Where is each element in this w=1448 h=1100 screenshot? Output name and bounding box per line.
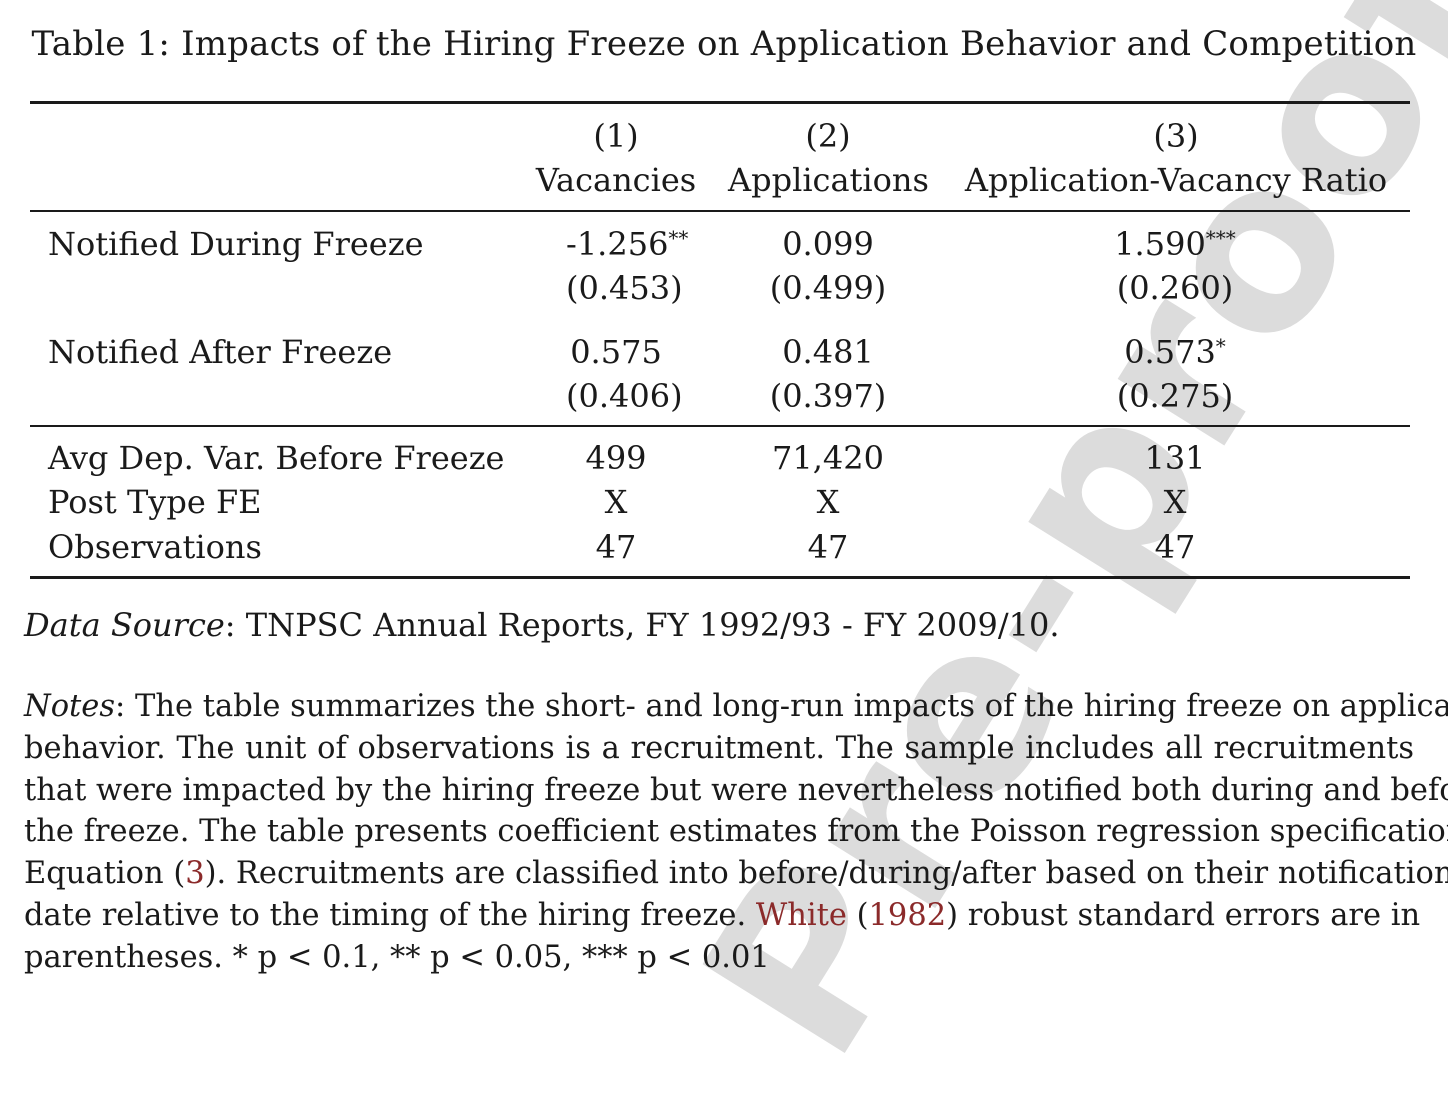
row-label-after: Notified After Freeze xyxy=(48,333,393,371)
notes-line-2: behavior. The unit of observations is a … xyxy=(24,730,1414,766)
avg-col1: 499 xyxy=(585,439,647,477)
fe-col1: X xyxy=(604,483,628,521)
notes-line-5: Equation (3). Recruitments are classifie… xyxy=(24,856,1448,892)
data-source: Data Source: TNPSC Annual Reports, FY 19… xyxy=(24,606,1060,644)
se-after-col1: (0.406) xyxy=(566,377,683,415)
data-source-text: : TNPSC Annual Reports, FY 1992/93 - FY … xyxy=(224,606,1060,644)
col1-label: Vacancies xyxy=(535,161,697,199)
col1-number: (1) xyxy=(593,117,639,155)
notes-line-1: Notes: The table summarizes the short- a… xyxy=(24,689,1448,724)
coef-during-col1: -1.256** xyxy=(566,225,689,263)
notes-line-3: that were impacted by the hiring freeze … xyxy=(24,772,1448,808)
citation-year-link[interactable]: 1982 xyxy=(868,897,947,933)
body-rule xyxy=(30,425,1410,427)
fe-col2: X xyxy=(816,483,840,521)
footer-label-avg: Avg Dep. Var. Before Freeze xyxy=(48,439,505,477)
notes-line-7: parentheses. * p < 0.1, ** p < 0.05, ***… xyxy=(24,939,770,975)
data-source-label: Data Source xyxy=(24,606,225,644)
notes-line-6: date relative to the timing of the hirin… xyxy=(24,897,1421,933)
bottom-rule xyxy=(30,576,1410,579)
obs-col2: 47 xyxy=(807,528,849,566)
coef-during-col2: 0.099 xyxy=(782,225,874,263)
se-during-col1: (0.453) xyxy=(566,269,683,307)
table-caption: Table 1: Impacts of the Hiring Freeze on… xyxy=(31,24,1417,64)
fe-col3: X xyxy=(1163,483,1187,521)
coef-after-col1: 0.575 xyxy=(570,333,662,371)
notes-label: Notes xyxy=(24,689,116,724)
footer-label-obs: Observations xyxy=(48,528,262,566)
col2-number: (2) xyxy=(805,117,851,155)
coef-after-col3: 0.573* xyxy=(1124,333,1226,371)
notes: Notes: The table summarizes the short- a… xyxy=(24,686,1448,979)
se-after-col3: (0.275) xyxy=(1116,377,1234,415)
col3-number: (3) xyxy=(1153,117,1199,155)
avg-col2: 71,420 xyxy=(772,439,884,477)
row-label-during: Notified During Freeze xyxy=(48,225,424,263)
notes-line-4: the freeze. The table presents coefficie… xyxy=(24,814,1448,850)
obs-col3: 47 xyxy=(1154,528,1196,566)
citation-author-link[interactable]: White xyxy=(755,897,847,933)
equation-reference-link[interactable]: 3 xyxy=(185,856,205,892)
obs-col1: 47 xyxy=(595,528,637,566)
top-rule xyxy=(30,101,1410,104)
se-after-col2: (0.397) xyxy=(769,377,887,415)
coef-during-col3: 1.590*** xyxy=(1114,225,1236,263)
se-during-col2: (0.499) xyxy=(769,269,887,307)
footer-label-fe: Post Type FE xyxy=(48,483,262,521)
coef-after-col2: 0.481 xyxy=(782,333,874,371)
avg-col3: 131 xyxy=(1144,439,1206,477)
header-rule xyxy=(30,210,1410,212)
col2-label: Applications xyxy=(728,161,929,199)
col3-label: Application-Vacancy Ratio xyxy=(964,161,1388,199)
se-during-col3: (0.260) xyxy=(1116,269,1234,307)
